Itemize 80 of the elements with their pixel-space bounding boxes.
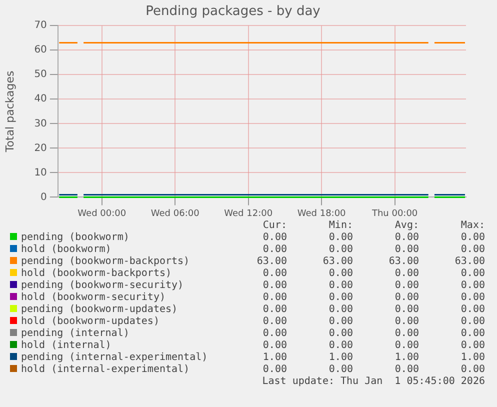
text: 0.00 bbox=[394, 292, 419, 304]
text: 0.00 bbox=[460, 268, 485, 280]
text: 1.00 bbox=[460, 352, 485, 364]
text: 0.00 bbox=[394, 232, 419, 244]
x-tick-label: Wed 06:00 bbox=[150, 208, 200, 219]
legend-label: hold (bookworm-updates) bbox=[21, 316, 160, 328]
legend-label: hold (bookworm) bbox=[21, 244, 112, 256]
text: 0.00 bbox=[394, 244, 419, 256]
text: 0.00 bbox=[328, 292, 353, 304]
text: 0.00 bbox=[460, 304, 485, 316]
y-axis-title: Total packages bbox=[3, 70, 16, 154]
text: 0.00 bbox=[328, 316, 353, 328]
y-tick-label: 60 bbox=[34, 44, 47, 56]
text: 0.00 bbox=[460, 232, 485, 244]
y-tick-label: 0 bbox=[40, 192, 47, 203]
text: 0.00 bbox=[460, 316, 485, 328]
legend-label: pending (bookworm) bbox=[21, 232, 130, 244]
text: 0.00 bbox=[394, 280, 419, 292]
x-tick-label: Thu 00:00 bbox=[370, 208, 418, 219]
text: 1.00 bbox=[394, 352, 419, 364]
text: 0.00 bbox=[328, 232, 353, 244]
text: 0.00 bbox=[394, 364, 419, 376]
text: Last update: Thu Jan 1 05:45:00 2026 bbox=[261, 376, 485, 388]
chart-title: Pending packages - by day bbox=[146, 4, 321, 20]
legend-label: hold (bookworm-security) bbox=[21, 292, 166, 304]
text: 0.00 bbox=[460, 292, 485, 304]
text: 0.00 bbox=[262, 364, 287, 376]
x-tick-label: Wed 00:00 bbox=[78, 208, 126, 219]
text: 0.00 bbox=[262, 304, 287, 316]
text: 63.00 bbox=[454, 256, 485, 268]
legend-label: pending (bookworm-updates) bbox=[21, 304, 179, 316]
y-tick-label: 50 bbox=[34, 69, 47, 80]
text: 0.00 bbox=[328, 304, 353, 316]
text: Max: bbox=[460, 220, 485, 232]
text: 0.00 bbox=[394, 340, 419, 352]
text: Cur: bbox=[262, 220, 287, 232]
text: 63.00 bbox=[388, 256, 419, 268]
text: 0.00 bbox=[460, 340, 485, 352]
x-tick-label: Wed 18:00 bbox=[297, 208, 346, 219]
legend-label: pending (bookworm-backports) bbox=[21, 256, 191, 268]
text: 0.00 bbox=[394, 328, 419, 340]
text: 0.00 bbox=[394, 304, 419, 316]
legend-label: hold (internal-experimental) bbox=[21, 364, 191, 376]
text: 0.00 bbox=[460, 244, 485, 256]
text: 0.00 bbox=[328, 328, 353, 340]
text: 0.00 bbox=[460, 328, 485, 340]
y-tick-label: 70 bbox=[34, 20, 47, 32]
text: 0.00 bbox=[328, 364, 353, 376]
text: 0.00 bbox=[262, 244, 287, 256]
x-tick-label: Wed 12:00 bbox=[224, 208, 273, 219]
text: Avg: bbox=[394, 220, 419, 232]
text: 0.00 bbox=[262, 232, 287, 244]
text: 0.00 bbox=[262, 292, 287, 304]
y-tick-label: 10 bbox=[34, 167, 47, 178]
legend-label: hold (bookworm-backports) bbox=[21, 268, 173, 280]
text: 0.00 bbox=[262, 340, 287, 352]
text: 0.00 bbox=[460, 280, 485, 292]
text: 0.00 bbox=[262, 328, 287, 340]
legend-label: hold (internal) bbox=[21, 340, 112, 352]
text: 0.00 bbox=[262, 268, 287, 280]
legend-label: pending (internal-experimental) bbox=[21, 352, 209, 364]
text: 0.00 bbox=[262, 316, 287, 328]
legend-label: pending (bookworm-security) bbox=[21, 280, 185, 292]
text: Min: bbox=[328, 220, 353, 232]
y-tick-label: 20 bbox=[34, 142, 47, 154]
text: 0.00 bbox=[394, 268, 419, 280]
text: 0.00 bbox=[328, 244, 353, 256]
text: 63.00 bbox=[256, 256, 287, 268]
y-tick-label: 30 bbox=[34, 118, 47, 130]
text: 0.00 bbox=[460, 364, 485, 376]
y-tick-label: 40 bbox=[34, 94, 47, 105]
legend-label: pending (internal) bbox=[21, 328, 130, 340]
text: 0.00 bbox=[328, 340, 353, 352]
text: 0.00 bbox=[262, 280, 287, 292]
text: 0.00 bbox=[328, 280, 353, 292]
text: 1.00 bbox=[328, 352, 353, 364]
text: 0.00 bbox=[394, 316, 419, 328]
text: 0.00 bbox=[328, 268, 353, 280]
text: 1.00 bbox=[262, 352, 287, 364]
text: 63.00 bbox=[322, 256, 353, 268]
